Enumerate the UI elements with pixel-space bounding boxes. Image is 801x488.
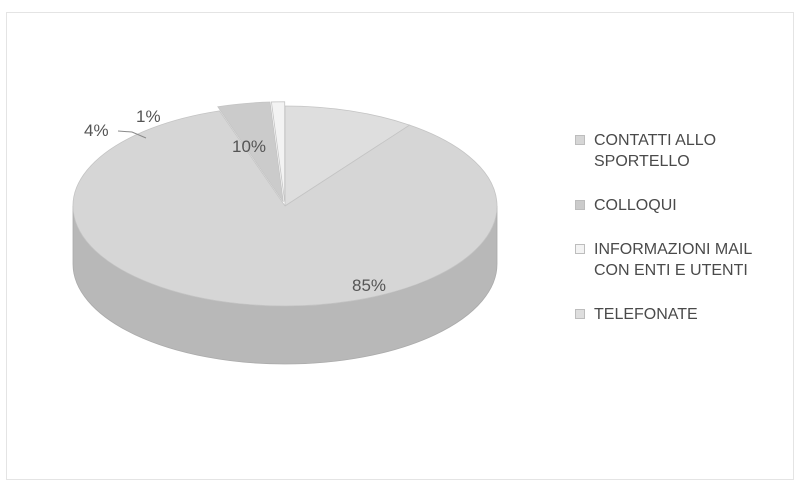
legend-item-telefonate: TELEFONATE — [575, 304, 790, 325]
legend-swatch — [575, 309, 585, 319]
pie-slice — [72, 110, 498, 307]
pie-data-label: 1% — [136, 107, 161, 126]
legend-item-colloqui: COLLOQUI — [575, 195, 790, 216]
pie-data-label: 85% — [352, 276, 386, 295]
legend-label: CONTATTI ALLO SPORTELLO — [594, 132, 717, 170]
pie-slice — [217, 101, 284, 203]
legend-item-informazioni-mail: INFORMAZIONI MAIL CON ENTI E UTENTI — [575, 239, 790, 281]
legend-swatch — [575, 135, 585, 145]
legend-swatch — [575, 244, 585, 254]
legend-swatch — [575, 200, 585, 210]
pie-labels: 85% 10% 4% 1% — [84, 107, 386, 295]
pie-tops — [72, 101, 498, 307]
legend-label: TELEFONATE — [594, 306, 698, 323]
pie-data-label: 4% — [84, 121, 109, 140]
legend-label: COLLOQUI — [594, 197, 677, 214]
legend-label: INFORMAZIONI MAIL CON ENTI E UTENTI — [594, 241, 752, 279]
pie-slice — [270, 101, 286, 202]
leader-line — [117, 130, 147, 139]
pie-slice — [284, 105, 411, 207]
pie-data-label: 10% — [232, 137, 266, 156]
legend: CONTATTI ALLO SPORTELLO COLLOQUI INFORMA… — [575, 130, 790, 348]
legend-item-contatti-allo-sportello: CONTATTI ALLO SPORTELLO — [575, 130, 790, 172]
